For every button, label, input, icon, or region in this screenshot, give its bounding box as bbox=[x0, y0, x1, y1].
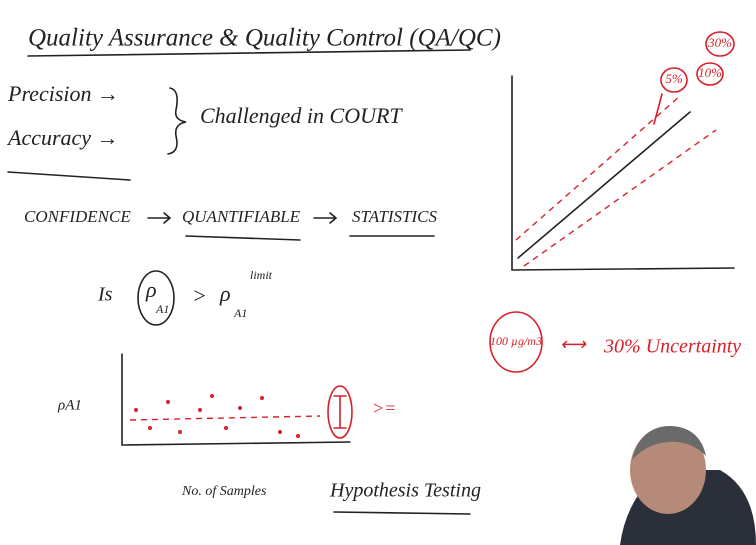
question-prefix: Is bbox=[97, 284, 113, 306]
relation: ⟷ bbox=[560, 334, 587, 354]
operator: > bbox=[192, 283, 207, 308]
circle-label: 5% bbox=[665, 71, 683, 86]
concentration: 100 µg/m3 bbox=[490, 334, 542, 348]
subscript: A1 bbox=[155, 302, 169, 316]
item: Accuracy → bbox=[6, 125, 119, 150]
x-label: No. of Samples bbox=[181, 484, 267, 499]
circle-label: 30% bbox=[707, 35, 732, 50]
method: Hypothesis Testing bbox=[329, 480, 481, 502]
symbol: ρ bbox=[219, 281, 231, 306]
symbol: ρ bbox=[145, 277, 157, 302]
comparison: >= bbox=[372, 398, 396, 418]
item: Precision → bbox=[7, 81, 119, 106]
brace-note: Challenged in COURT bbox=[200, 103, 403, 128]
superscript: limit bbox=[250, 268, 273, 282]
subscript: A1 bbox=[233, 306, 247, 320]
circle-label: 10% bbox=[698, 65, 722, 80]
y-label: ρA1 bbox=[57, 397, 82, 413]
title: Quality Assurance & Quality Control (QA/… bbox=[28, 25, 501, 52]
flow-item: CONFIDENCE bbox=[24, 207, 131, 226]
flow-item: STATISTICS bbox=[352, 207, 438, 226]
flow-item: QUANTIFIABLE bbox=[182, 207, 301, 226]
uncertainty: 30% Uncertainty bbox=[603, 336, 741, 358]
page: {"header": {"title": "Quality Assurance … bbox=[0, 0, 756, 545]
whiteboard: Quality Assurance & Quality Control (QA/… bbox=[0, 0, 756, 545]
